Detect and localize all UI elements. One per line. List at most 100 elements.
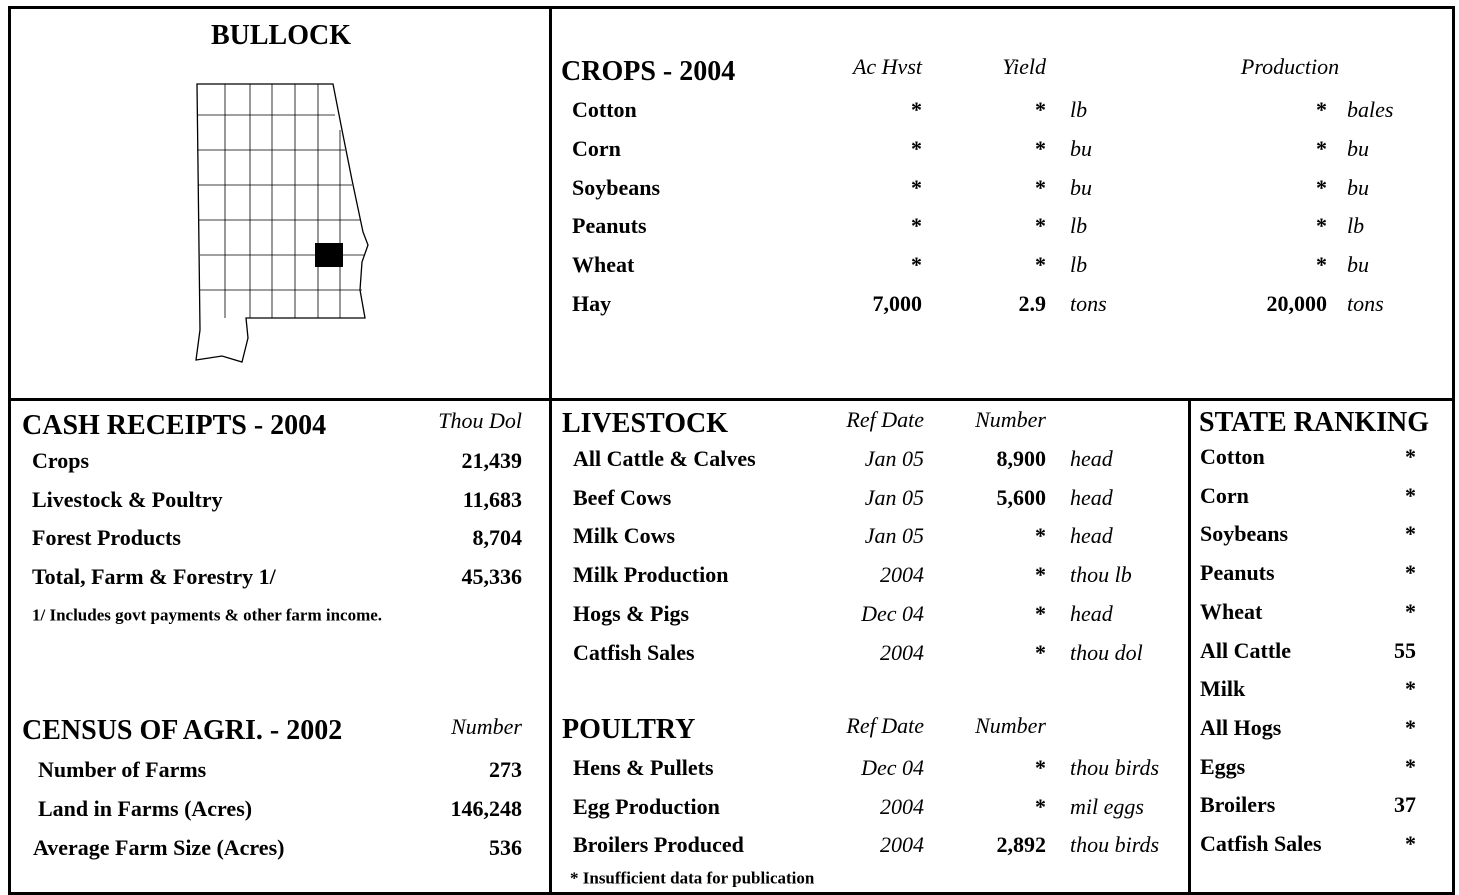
row-label: Hens & Pullets bbox=[573, 755, 714, 780]
value: * bbox=[1035, 562, 1046, 588]
unit: tons bbox=[1070, 291, 1107, 316]
row-label: Crops bbox=[32, 448, 90, 473]
unit: bu bbox=[1347, 252, 1369, 278]
value: * bbox=[1035, 600, 1046, 626]
unit: lb bbox=[1347, 213, 1365, 239]
row-label: Forest Products bbox=[32, 525, 181, 551]
ref-date: Jan 05 bbox=[864, 484, 924, 510]
ref-date: Jan 05 bbox=[864, 523, 924, 549]
ref-date: 2004 bbox=[880, 793, 924, 819]
value: * bbox=[1035, 213, 1046, 239]
rank: * bbox=[1405, 831, 1416, 856]
row-label: Corn bbox=[572, 135, 621, 161]
value: 273 bbox=[489, 757, 522, 782]
unit: thou birds bbox=[1070, 755, 1160, 780]
row-label: Catfish Sales bbox=[573, 639, 695, 665]
note: 1/ Includes govt payments & other farm i… bbox=[32, 605, 383, 625]
unit: bu bbox=[1070, 174, 1092, 200]
rank: * bbox=[1405, 598, 1416, 624]
unit: head bbox=[1070, 484, 1113, 510]
row-label: Land in Farms (Acres) bbox=[38, 796, 253, 821]
column-header: Thou Dol bbox=[438, 408, 522, 433]
row-label: Peanuts bbox=[1200, 560, 1275, 586]
row-label: Hogs & Pigs bbox=[573, 600, 690, 626]
rank: 55 bbox=[1394, 637, 1416, 663]
section-title: CASH RECEIPTS - 2004 bbox=[22, 410, 327, 441]
value: * bbox=[1035, 639, 1046, 665]
value: 5,600 bbox=[996, 484, 1047, 510]
row-label: All Cattle & Calves bbox=[573, 446, 756, 471]
section-title: POULTRY bbox=[562, 714, 696, 745]
unit: lb bbox=[1070, 252, 1088, 278]
value: * bbox=[1316, 97, 1327, 122]
rank: * bbox=[1405, 444, 1416, 469]
ref-date: 2004 bbox=[880, 832, 924, 858]
column-header: Ref Date bbox=[846, 713, 924, 738]
unit: thou lb bbox=[1070, 562, 1132, 588]
unit: thou dol bbox=[1070, 639, 1143, 665]
value: * bbox=[911, 252, 922, 278]
row-label: Hay bbox=[572, 291, 612, 316]
unit: mil eggs bbox=[1070, 793, 1144, 819]
value: * bbox=[911, 97, 922, 122]
row-label: All Hogs bbox=[1200, 714, 1282, 740]
value: * bbox=[1035, 793, 1046, 819]
column-header: Ref Date bbox=[846, 407, 924, 432]
row-label: Milk Production bbox=[573, 562, 729, 588]
county-name: BULLOCK bbox=[210, 20, 352, 51]
unit: lb bbox=[1070, 97, 1088, 122]
ref-date: 2004 bbox=[880, 562, 924, 588]
column-header: Number bbox=[451, 714, 522, 739]
rank: * bbox=[1405, 676, 1416, 702]
value: * bbox=[911, 135, 922, 161]
frame bbox=[8, 6, 1455, 895]
unit: head bbox=[1070, 600, 1113, 626]
value: * bbox=[1035, 755, 1046, 780]
unit: bu bbox=[1347, 135, 1369, 161]
column-header: Production bbox=[1240, 54, 1340, 79]
row-label: Milk Cows bbox=[573, 523, 676, 549]
value: * bbox=[1316, 252, 1327, 278]
value: 20,000 bbox=[1266, 291, 1328, 316]
unit: tons bbox=[1347, 291, 1384, 316]
value: * bbox=[1035, 523, 1046, 549]
value: * bbox=[1035, 252, 1046, 278]
row-label: Soybeans bbox=[1200, 521, 1289, 547]
value: * bbox=[911, 213, 922, 239]
county-lines bbox=[197, 84, 365, 318]
value: 2.9 bbox=[1018, 291, 1047, 316]
value: 536 bbox=[489, 835, 522, 860]
rank: * bbox=[1405, 714, 1416, 740]
section-title: LIVESTOCK bbox=[562, 408, 728, 439]
unit: lb bbox=[1070, 213, 1088, 239]
row-label: Broilers bbox=[1200, 792, 1276, 818]
state-outline bbox=[195, 83, 369, 363]
divider bbox=[549, 6, 552, 895]
state-map bbox=[195, 83, 369, 363]
value: * bbox=[1316, 174, 1327, 200]
divider bbox=[1188, 398, 1191, 895]
row-label: Peanuts bbox=[572, 213, 647, 239]
row-label: Total, Farm & Forestry 1/ bbox=[32, 564, 276, 590]
value: * bbox=[1035, 174, 1046, 200]
section-title: CROPS - 2004 bbox=[561, 56, 736, 87]
column-header: Yield bbox=[1002, 54, 1046, 79]
unit: bu bbox=[1347, 174, 1369, 200]
value: 8,900 bbox=[996, 446, 1047, 471]
row-label: All Cattle bbox=[1200, 637, 1292, 663]
value: 11,683 bbox=[462, 486, 522, 512]
row-label: Average Farm Size (Acres) bbox=[33, 835, 285, 860]
row-label: Cotton bbox=[1200, 444, 1265, 469]
row-label: Soybeans bbox=[572, 174, 661, 200]
unit: bales bbox=[1347, 97, 1394, 122]
value: * bbox=[1316, 213, 1327, 239]
unit: head bbox=[1070, 523, 1113, 549]
value: 45,336 bbox=[461, 564, 523, 590]
row-label: Eggs bbox=[1200, 753, 1246, 779]
row-label: Number of Farms bbox=[38, 757, 207, 782]
value: 7,000 bbox=[872, 291, 923, 316]
row-label: Milk bbox=[1200, 676, 1246, 702]
row-label: Beef Cows bbox=[573, 484, 672, 510]
section-title: CENSUS OF AGRI. - 2002 bbox=[22, 715, 343, 746]
